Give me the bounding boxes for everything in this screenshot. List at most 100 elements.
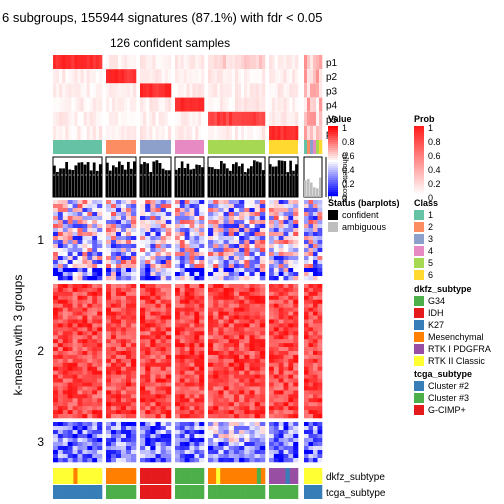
dkfz-cell xyxy=(212,468,217,484)
heatmap-cell xyxy=(106,268,112,273)
heatmap-cell xyxy=(288,450,294,455)
heatmap-cell xyxy=(77,291,83,297)
heatmap-cell xyxy=(278,343,284,348)
heatmap-cell xyxy=(165,442,172,447)
heatmap-cell xyxy=(184,319,190,324)
heatmap-cell xyxy=(308,224,314,229)
prob-cell xyxy=(241,111,245,126)
heatmap-cell xyxy=(313,252,318,257)
heatmap-cell xyxy=(317,276,323,281)
heatmap-cell xyxy=(269,264,275,269)
prob-cell xyxy=(121,97,125,112)
heatmap-cell xyxy=(304,430,309,435)
prob-cell xyxy=(71,111,75,126)
heatmap-cell xyxy=(273,366,279,371)
heatmap-cell xyxy=(116,442,122,447)
heatmap-cell xyxy=(155,362,161,368)
dkfz-cell xyxy=(228,468,233,484)
heatmap-cell xyxy=(165,240,172,245)
silhouette-bar-ambiguous xyxy=(313,187,316,197)
heatmap-cell xyxy=(239,291,245,297)
heatmap-cell xyxy=(131,366,137,371)
heatmap-cell xyxy=(111,414,117,419)
heatmap-cell xyxy=(223,319,230,324)
heatmap-cell xyxy=(62,244,68,249)
heatmap-cell xyxy=(87,382,93,387)
heatmap-cell xyxy=(53,220,59,225)
heatmap-cell xyxy=(106,315,112,320)
heatmap-cell xyxy=(259,458,266,463)
heatmap-cell xyxy=(184,410,190,415)
heatmap-cell xyxy=(254,212,261,217)
silhouette-bar xyxy=(198,165,201,197)
y-axis-label: k-means with 3 groups xyxy=(11,275,25,396)
row-group-label-2: 2 xyxy=(37,344,44,358)
heatmap-cell xyxy=(155,244,161,249)
heatmap-cell xyxy=(293,434,299,439)
heatmap-cell xyxy=(62,390,68,395)
heatmap-cell xyxy=(72,410,78,415)
heatmap-cell xyxy=(116,450,122,455)
prob-cell xyxy=(253,83,257,98)
heatmap-cell xyxy=(218,216,224,221)
heatmap-cell xyxy=(223,438,230,443)
prob-cell xyxy=(259,97,263,112)
heatmap-cell xyxy=(244,347,250,352)
heatmap-cell xyxy=(213,402,219,407)
prob-cell xyxy=(109,83,113,98)
heatmap-cell xyxy=(239,240,245,245)
heatmap-cell xyxy=(288,394,294,399)
row-label-p5: p5 xyxy=(326,115,338,126)
heatmap-cell xyxy=(116,394,122,399)
heatmap-cell xyxy=(116,204,122,209)
heatmap-cell xyxy=(293,252,299,257)
prob-cell xyxy=(109,55,113,69)
value-legend-gradient-step xyxy=(328,152,338,155)
heatmap-cell xyxy=(175,430,181,435)
heatmap-cell xyxy=(288,343,294,348)
heatmap-cell xyxy=(273,347,279,352)
value-legend-gradient-step xyxy=(328,138,338,141)
prob-cell xyxy=(195,69,199,84)
prob-cell xyxy=(121,69,125,84)
heatmap-cell xyxy=(313,426,318,431)
heatmap-cell xyxy=(228,287,235,293)
heatmap-cell xyxy=(140,331,146,336)
prob-cell xyxy=(158,111,162,126)
heatmap-cell xyxy=(228,422,235,427)
silhouette-bar xyxy=(77,162,81,197)
heatmap-cell xyxy=(87,398,93,403)
heatmap-cell xyxy=(244,434,250,439)
prob-cell xyxy=(235,83,239,98)
heatmap-cell xyxy=(228,216,235,221)
heatmap-cell xyxy=(116,430,122,435)
heatmap-cell xyxy=(259,260,266,265)
heatmap-cell xyxy=(67,331,73,336)
heatmap-cell xyxy=(57,390,64,395)
heatmap-cell xyxy=(184,244,190,249)
heatmap-cell xyxy=(131,232,137,237)
prob-cell xyxy=(133,111,137,126)
heatmap-cell xyxy=(67,458,73,463)
heatmap-cell xyxy=(228,256,235,261)
heatmap-cell xyxy=(293,335,299,340)
heatmap-cell xyxy=(278,347,284,352)
silhouette-bar xyxy=(256,161,259,197)
silhouette-bar xyxy=(253,160,256,197)
heatmap-cell xyxy=(259,208,266,213)
heatmap-cell xyxy=(121,446,127,451)
heatmap-cell xyxy=(313,402,318,407)
heatmap-cell xyxy=(304,272,309,277)
heatmap-cell xyxy=(155,450,161,455)
prob-legend-gradient-step xyxy=(414,160,424,163)
prob-cell xyxy=(155,55,159,69)
heatmap-cell xyxy=(179,295,185,301)
class-legend-label: 2 xyxy=(428,222,433,232)
prob-cell xyxy=(244,55,248,69)
heatmap-cell xyxy=(249,268,255,273)
heatmap-cell xyxy=(218,244,224,249)
heatmap-cell xyxy=(140,442,146,447)
heatmap-cell xyxy=(244,362,250,368)
heatmap-cell xyxy=(72,208,78,213)
prob-cell xyxy=(71,83,75,98)
